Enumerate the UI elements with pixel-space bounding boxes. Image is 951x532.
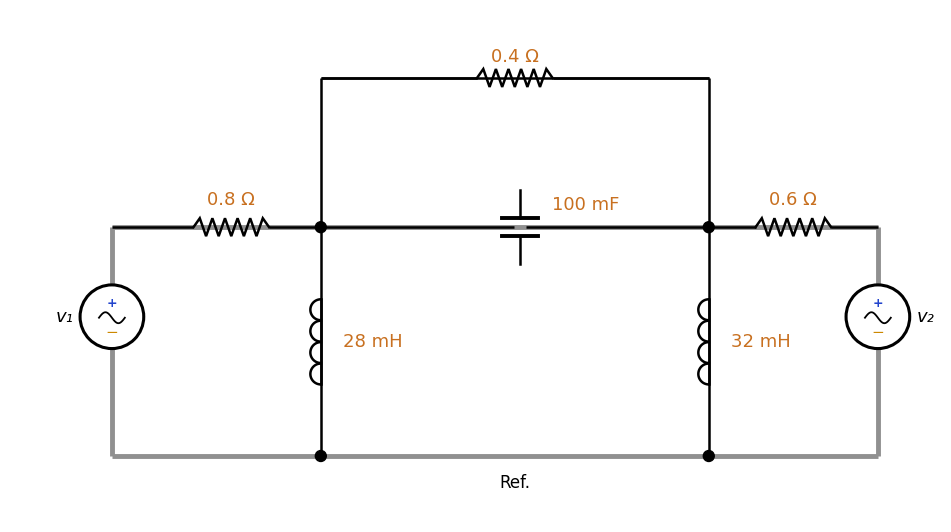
- Text: 0.6 Ω: 0.6 Ω: [769, 192, 817, 209]
- Text: 0.8 Ω: 0.8 Ω: [207, 192, 255, 209]
- Text: 28 mH: 28 mH: [342, 332, 402, 351]
- Circle shape: [704, 222, 714, 232]
- Text: +: +: [107, 297, 117, 310]
- Text: 100 mF: 100 mF: [552, 196, 619, 214]
- Text: 0.4 Ω: 0.4 Ω: [491, 48, 538, 66]
- Text: −: −: [106, 325, 118, 340]
- Circle shape: [704, 451, 714, 461]
- Text: +: +: [873, 297, 883, 310]
- Text: 32 mH: 32 mH: [730, 332, 790, 351]
- Text: Ref.: Ref.: [499, 474, 531, 492]
- Circle shape: [316, 451, 326, 461]
- Circle shape: [316, 222, 326, 232]
- Text: v₂: v₂: [917, 307, 935, 326]
- Text: −: −: [871, 325, 884, 340]
- Text: v₁: v₁: [55, 307, 73, 326]
